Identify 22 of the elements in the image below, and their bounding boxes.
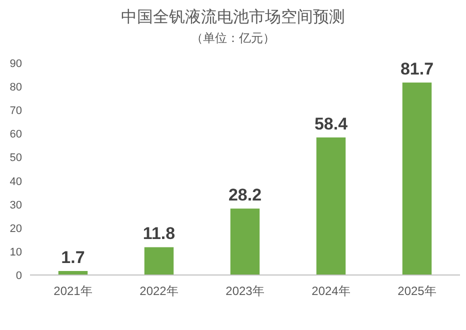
x-tick-label: 2022年	[140, 284, 178, 298]
y-tick-label: 0	[16, 270, 22, 282]
data-label: 1.7	[61, 248, 85, 267]
y-tick-label: 60	[10, 128, 22, 141]
x-tick-label: 2025年	[398, 284, 436, 298]
y-tick-label: 90	[10, 58, 22, 70]
x-tick-label: 2023年	[226, 284, 264, 298]
y-tick-label: 30	[10, 199, 22, 212]
y-tick-label: 70	[10, 105, 22, 118]
data-label: 28.2	[228, 186, 262, 205]
y-tick-label: 50	[10, 152, 22, 164]
y-tick-label: 20	[10, 222, 22, 235]
x-tick-label: 2021年	[54, 284, 92, 298]
data-label: 81.7	[400, 60, 434, 79]
y-tick-label: 10	[10, 246, 22, 258]
y-tick-label: 80	[10, 82, 22, 94]
data-label: 11.8	[142, 224, 176, 244]
data-label: 58.4	[314, 114, 348, 134]
title: 中国全钒液流电池市场空间预测	[121, 9, 345, 26]
subtitle: （单位：亿元）	[191, 31, 275, 45]
x-tick-label: 2024年	[312, 284, 350, 298]
y-tick-label: 40	[10, 176, 22, 188]
